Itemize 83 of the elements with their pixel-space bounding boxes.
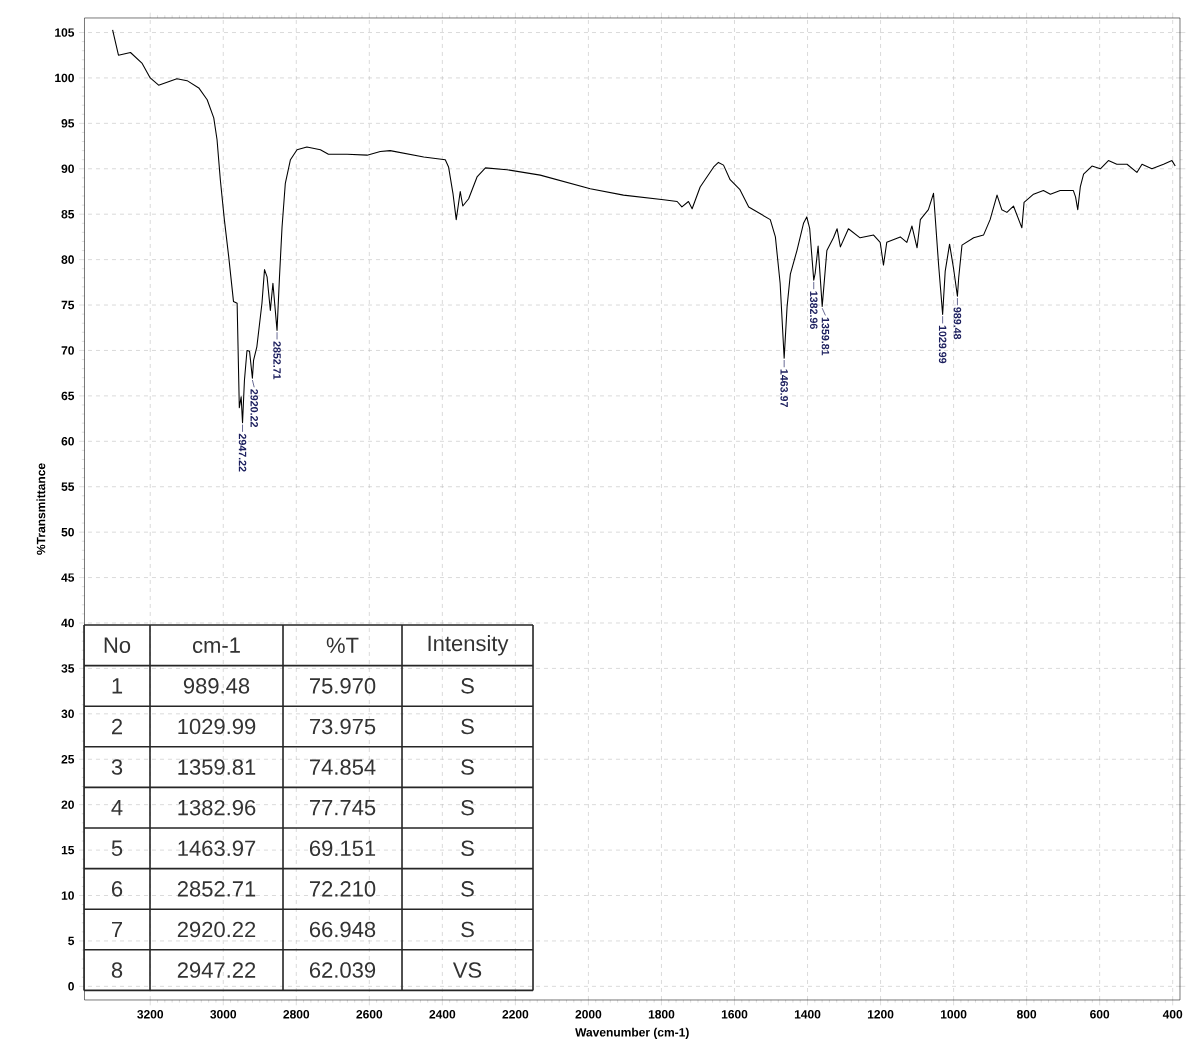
x-tick-label: 600 [1090, 1010, 1110, 1019]
annotation: 1 [112, 678, 123, 694]
y-tick-label: 105 [55, 28, 75, 37]
annotation: 3 [111, 759, 123, 775]
y-tick-label: 65 [61, 391, 75, 401]
annotation: 2920.22 [177, 921, 256, 938]
annotation: 1029.99 [178, 718, 256, 735]
annotation: 62.039 [309, 962, 376, 978]
annotation: 1359.81 [178, 759, 256, 775]
annotation: 75.970 [309, 678, 376, 694]
x-tick-label: 3000 [210, 1010, 237, 1019]
x-axis-title: Wavenumber (cm-1) [575, 1027, 689, 1039]
y-tick-label: 0 [68, 982, 74, 991]
annotation: 77.745 [309, 800, 376, 816]
annotation: VS [452, 962, 482, 978]
annotation: S [461, 718, 474, 735]
annotation: 2947.22 [238, 433, 247, 472]
y-tick-label: 15 [61, 845, 75, 855]
y-tick-label: 40 [61, 618, 74, 628]
x-tick-label: 1000 [940, 1010, 967, 1019]
y-tick-label: 100 [55, 73, 74, 83]
annotation: Intensity [428, 635, 509, 656]
annotation: 2 [111, 718, 123, 735]
annotation: S [461, 799, 474, 816]
x-tick-label: 1200 [867, 1010, 894, 1019]
y-tick-label: 70 [61, 346, 74, 355]
annotation: 1382.96 [178, 799, 256, 816]
annotation: 2852.71 [273, 341, 281, 380]
annotation: 1382.96 [809, 291, 818, 329]
x-tick-label: 2800 [283, 1010, 310, 1019]
annotation: S [461, 678, 474, 694]
annotation: 72.210 [309, 881, 376, 897]
x-tick-label: 3200 [137, 1010, 164, 1019]
annotation: No [104, 637, 131, 653]
x-tick-label: 1600 [721, 1010, 748, 1019]
annotation: 69.151 [309, 840, 376, 857]
y-tick-label: 80 [61, 255, 74, 264]
annotation: 8 [111, 962, 123, 978]
y-tick-label: 85 [61, 209, 75, 219]
annotation: S [461, 840, 474, 857]
annotation: S [461, 759, 474, 775]
annotation: 5 [111, 840, 123, 856]
x-tick-label: 800 [1016, 1010, 1037, 1019]
y-tick-label: 5 [68, 936, 75, 946]
annotation: 73.975 [309, 718, 376, 735]
x-tick-label: 2400 [429, 1010, 456, 1019]
y-tick-label: 95 [61, 119, 75, 128]
y-tick-label: 20 [61, 800, 74, 809]
annotation: S [461, 881, 474, 897]
annotation: 1029.99 [938, 325, 947, 364]
annotation: 2852.71 [177, 881, 256, 897]
y-tick-label: 35 [61, 664, 75, 673]
x-tick-label: 1400 [794, 1010, 821, 1019]
annotation: 74.854 [309, 759, 376, 775]
annotation: 4 [111, 800, 123, 816]
x-tick-label: 1800 [648, 1010, 675, 1019]
y-tick-label: 45 [61, 573, 75, 582]
y-tick-label: 10 [61, 891, 74, 900]
annotation: 1359.81 [821, 317, 830, 356]
annotation: cm-1 [193, 637, 240, 653]
y-tick-label: 55 [61, 482, 75, 491]
annotation: 989.48 [953, 307, 962, 340]
annotation: 1463.97 [178, 840, 256, 857]
y-tick-label: 75 [61, 300, 75, 310]
x-tick-label: 400 [1162, 1010, 1183, 1019]
y-axis-title: %Transmittance [36, 463, 46, 555]
annotation: 7 [112, 921, 123, 938]
annotation: 2947.22 [177, 962, 256, 978]
annotation: 1463.97 [780, 369, 788, 407]
y-tick-label: 50 [61, 527, 74, 537]
y-tick-label: 60 [61, 437, 74, 446]
x-tick-label: 2600 [356, 1010, 383, 1019]
x-tick-label: 2000 [575, 1010, 602, 1019]
annotation: 66.948 [309, 921, 376, 938]
y-tick-label: 25 [61, 755, 75, 764]
annotation: 2920.22 [250, 389, 258, 427]
annotation: 989.48 [183, 678, 250, 694]
annotation: S [461, 921, 474, 938]
y-tick-label: 30 [61, 709, 74, 719]
y-tick-label: 90 [61, 164, 74, 174]
annotation: 6 [111, 881, 123, 897]
x-tick-label: 2200 [502, 1010, 529, 1019]
annotation: %T [326, 637, 359, 653]
